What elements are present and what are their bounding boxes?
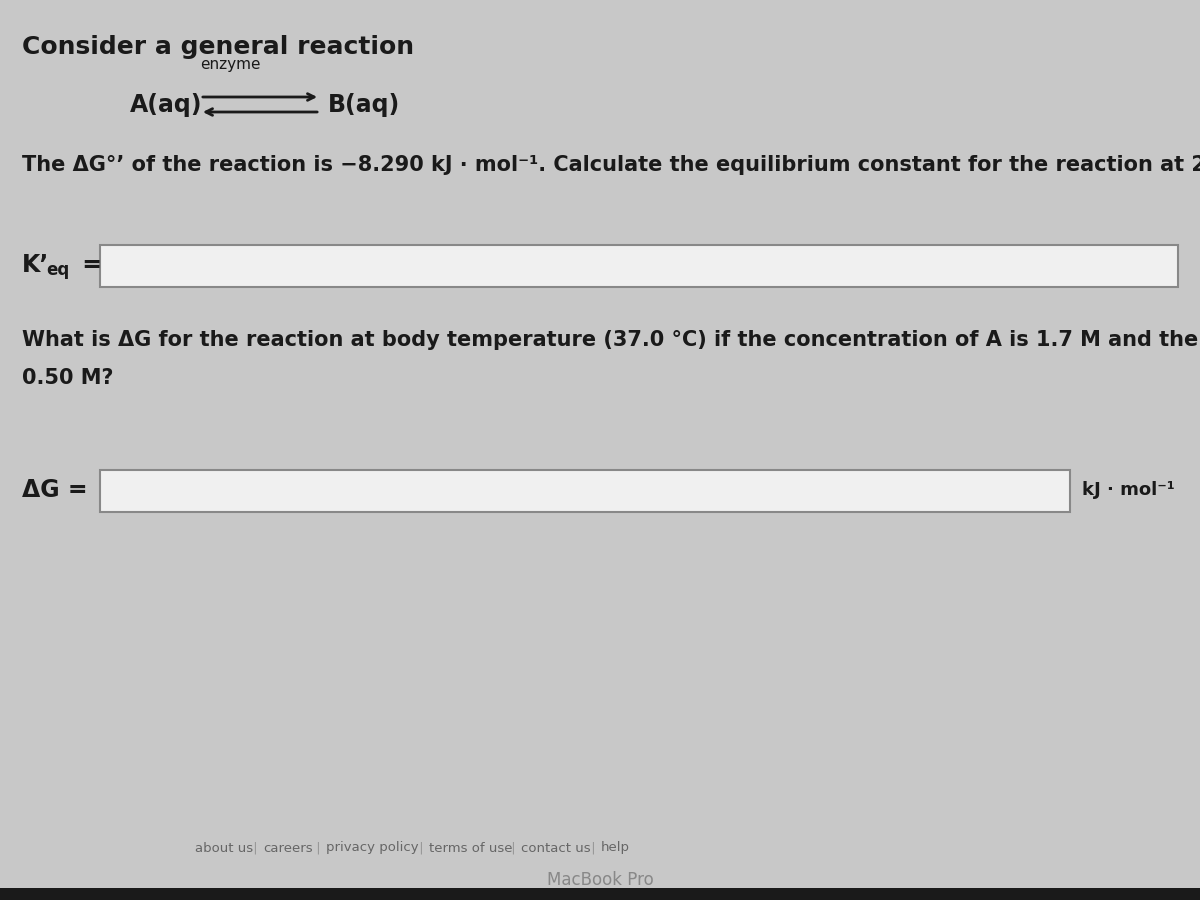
FancyBboxPatch shape (100, 245, 1178, 287)
Text: privacy policy: privacy policy (326, 842, 419, 854)
Text: The ΔG°’ of the reaction is −8.290 kJ · mol⁻¹. Calculate the equilibrium constan: The ΔG°’ of the reaction is −8.290 kJ · … (22, 155, 1200, 175)
Text: enzyme: enzyme (199, 57, 260, 72)
Text: contact us: contact us (521, 842, 590, 854)
Text: careers: careers (264, 842, 313, 854)
Text: K’: K’ (22, 253, 49, 277)
Text: Consider a general reaction: Consider a general reaction (22, 35, 414, 59)
FancyBboxPatch shape (0, 888, 1200, 900)
Text: B(aq): B(aq) (328, 93, 401, 117)
Text: |: | (506, 842, 520, 854)
Text: eq: eq (46, 261, 70, 279)
Text: |: | (587, 842, 600, 854)
Text: about us: about us (194, 842, 253, 854)
Text: help: help (601, 842, 630, 854)
Text: |: | (312, 842, 325, 854)
Text: =: = (74, 253, 102, 277)
Text: kJ · mol⁻¹: kJ · mol⁻¹ (1082, 481, 1175, 499)
FancyBboxPatch shape (100, 470, 1070, 512)
Text: What is ΔG for the reaction at body temperature (37.0 °C) if the concentration o: What is ΔG for the reaction at body temp… (22, 330, 1200, 350)
Text: |: | (415, 842, 428, 854)
Text: terms of use: terms of use (430, 842, 512, 854)
Text: MacBook Pro: MacBook Pro (547, 871, 653, 889)
Text: A(aq): A(aq) (130, 93, 203, 117)
Text: |: | (250, 842, 263, 854)
Text: 0.50 M?: 0.50 M? (22, 368, 114, 388)
Text: ΔG =: ΔG = (22, 478, 88, 502)
